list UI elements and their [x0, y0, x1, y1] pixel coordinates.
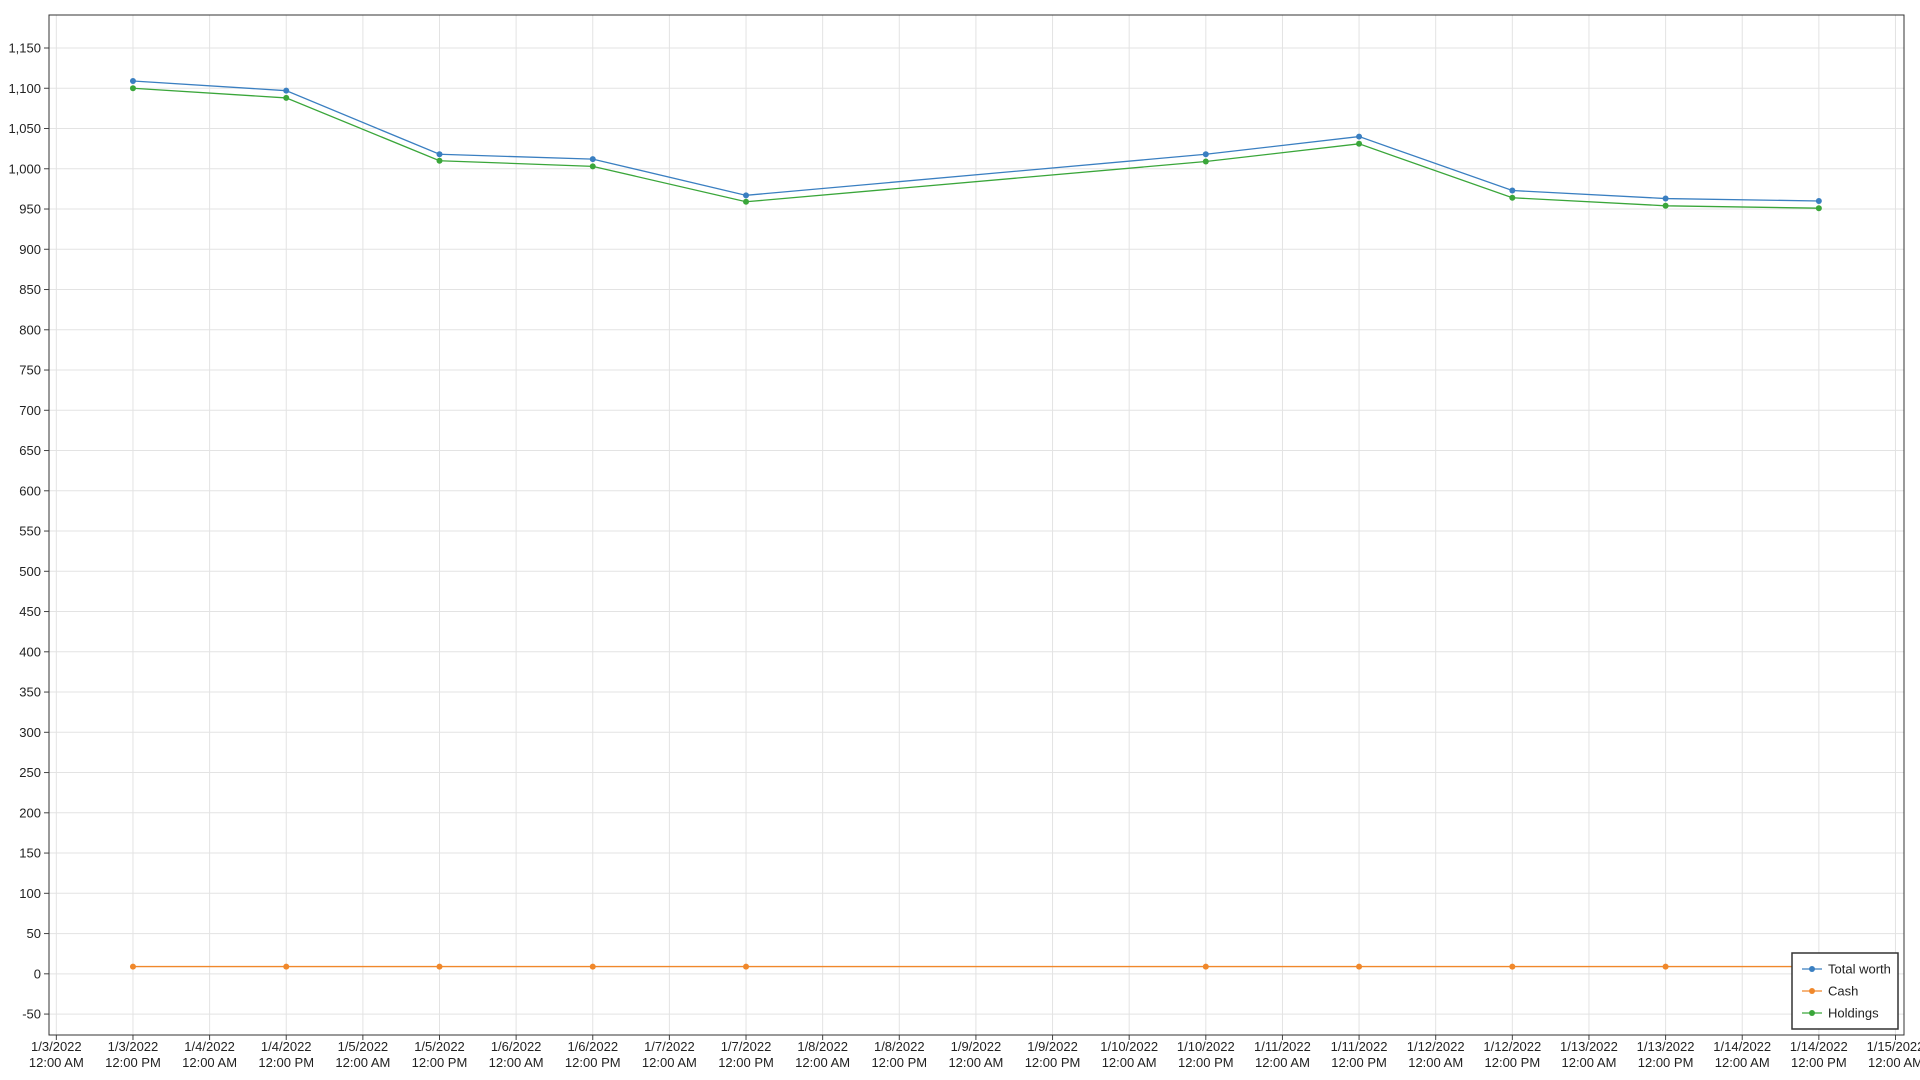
data-point — [1202, 963, 1209, 970]
legend-label: Cash — [1828, 984, 1858, 999]
data-point — [1356, 963, 1363, 970]
x-tick-label: 1/13/2022 12:00 AM — [1560, 1039, 1618, 1070]
y-tick-label: 300 — [19, 725, 41, 740]
y-tick-label: 400 — [19, 644, 41, 659]
data-point — [129, 85, 136, 92]
y-tick-label: 800 — [19, 322, 41, 337]
x-tick-label: 1/14/2022 12:00 AM — [1713, 1039, 1771, 1070]
data-point — [1356, 133, 1363, 140]
data-point — [283, 87, 290, 94]
y-tick-label: 50 — [27, 926, 41, 941]
legend-swatch-dot — [1809, 966, 1815, 972]
y-tick-label: -50 — [22, 1007, 41, 1022]
y-tick-label: 1,050 — [8, 121, 41, 136]
y-tick-label: 1,100 — [8, 81, 41, 96]
legend-swatch-dot — [1809, 988, 1815, 994]
y-tick-label: 750 — [19, 363, 41, 378]
y-tick-label: 950 — [19, 202, 41, 217]
data-point — [1202, 151, 1209, 158]
x-tick-label: 1/4/2022 12:00 PM — [258, 1039, 314, 1070]
y-tick-label: 1,150 — [8, 41, 41, 56]
x-tick-label: 1/9/2022 12:00 PM — [1025, 1039, 1081, 1070]
y-tick-label: 200 — [19, 805, 41, 820]
x-tick-label: 1/11/2022 12:00 PM — [1331, 1039, 1388, 1070]
data-point — [743, 192, 750, 199]
x-tick-label: 1/5/2022 12:00 PM — [412, 1039, 468, 1070]
legend-label: Holdings — [1828, 1006, 1879, 1021]
data-point — [283, 963, 290, 970]
x-tick-label: 1/3/2022 12:00 AM — [29, 1039, 84, 1070]
y-tick-label: 350 — [19, 685, 41, 700]
data-point — [129, 963, 136, 970]
data-point — [1815, 197, 1822, 204]
data-point — [1509, 963, 1516, 970]
data-point — [589, 163, 596, 170]
data-point — [436, 157, 443, 164]
data-point — [1509, 194, 1516, 201]
data-point — [436, 151, 443, 158]
x-tick-label: 1/8/2022 12:00 PM — [871, 1039, 927, 1070]
data-point — [743, 198, 750, 205]
data-point — [589, 963, 596, 970]
y-tick-label: 550 — [19, 524, 41, 539]
y-tick-label: 450 — [19, 604, 41, 619]
y-tick-label: 850 — [19, 282, 41, 297]
data-point — [1202, 158, 1209, 165]
x-tick-label: 1/12/2022 12:00 AM — [1407, 1039, 1465, 1070]
y-tick-label: 700 — [19, 403, 41, 418]
legend-label: Total worth — [1828, 962, 1891, 977]
data-point — [1509, 187, 1516, 194]
x-tick-label: 1/7/2022 12:00 AM — [642, 1039, 697, 1070]
x-tick-label: 1/6/2022 12:00 PM — [565, 1039, 621, 1070]
x-tick-label: 1/6/2022 12:00 AM — [489, 1039, 544, 1070]
x-tick-label: 1/14/2022 12:00 PM — [1790, 1039, 1848, 1070]
y-tick-label: 600 — [19, 483, 41, 498]
data-point — [743, 963, 750, 970]
x-tick-label: 1/10/2022 12:00 AM — [1100, 1039, 1158, 1070]
y-tick-label: 150 — [19, 846, 41, 861]
y-tick-label: 650 — [19, 443, 41, 458]
data-point — [1815, 205, 1822, 212]
x-tick-label: 1/15/2022 12:00 AM — [1867, 1039, 1920, 1070]
y-tick-label: 0 — [34, 966, 41, 981]
legend-swatch-dot — [1809, 1010, 1815, 1016]
x-tick-label: 1/4/2022 12:00 AM — [182, 1039, 237, 1070]
data-point — [1662, 963, 1669, 970]
x-tick-label: 1/9/2022 12:00 AM — [948, 1039, 1003, 1070]
data-point — [589, 156, 596, 163]
x-tick-label: 1/13/2022 12:00 PM — [1637, 1039, 1695, 1070]
y-tick-label: 500 — [19, 564, 41, 579]
y-tick-label: 250 — [19, 765, 41, 780]
y-tick-label: 100 — [19, 886, 41, 901]
x-tick-label: 1/3/2022 12:00 PM — [105, 1039, 161, 1070]
x-tick-label: 1/11/2022 12:00 AM — [1254, 1039, 1311, 1070]
x-tick-label: 1/7/2022 12:00 PM — [718, 1039, 774, 1070]
data-point — [129, 78, 136, 85]
series-line — [132, 87, 1819, 209]
x-tick-label: 1/10/2022 12:00 PM — [1177, 1039, 1235, 1070]
data-point — [283, 94, 290, 101]
data-point — [1662, 195, 1669, 202]
data-point — [436, 963, 443, 970]
data-point — [1356, 140, 1363, 147]
x-tick-label: 1/12/2022 12:00 PM — [1483, 1039, 1541, 1070]
x-tick-label: 1/5/2022 12:00 AM — [335, 1039, 390, 1070]
y-tick-label: 1,000 — [8, 161, 41, 176]
y-tick-label: 900 — [19, 242, 41, 257]
x-tick-label: 1/8/2022 12:00 AM — [795, 1039, 850, 1070]
series-line — [132, 80, 1819, 202]
data-point — [1662, 202, 1669, 209]
plot-frame — [48, 14, 1905, 1036]
